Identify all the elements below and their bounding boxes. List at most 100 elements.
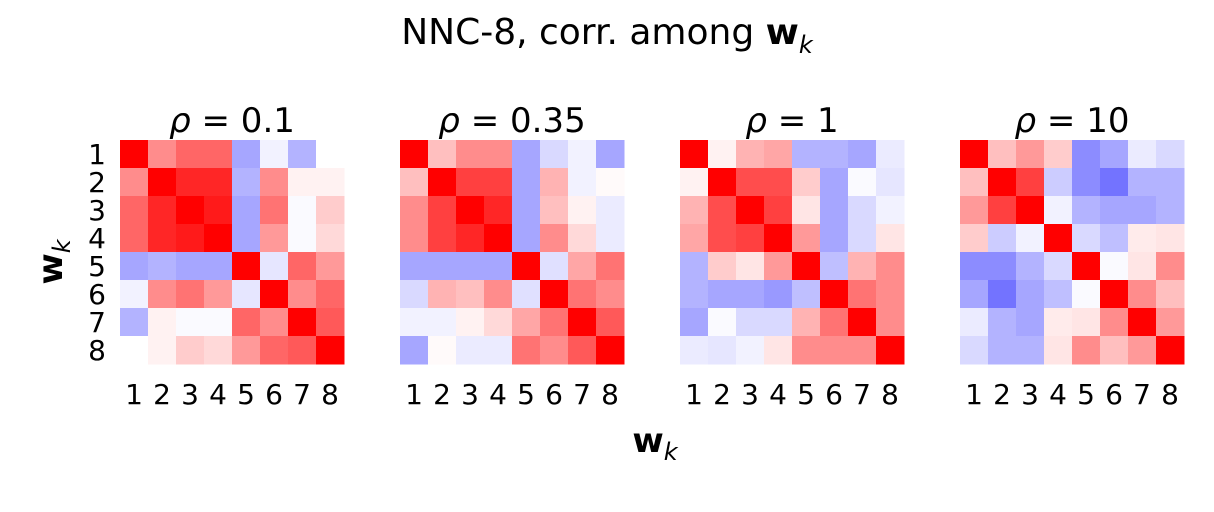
heatmap-cell [988, 224, 1017, 253]
heatmap-cells [960, 140, 1185, 365]
heatmap-cell [316, 252, 345, 281]
heatmap-cell [596, 308, 625, 337]
heatmap-cell [680, 280, 709, 309]
heatmap-cell [1128, 280, 1157, 309]
heatmap-cell [736, 336, 765, 365]
heatmap-cell [736, 252, 765, 281]
figure-title-bold: w [766, 12, 799, 53]
heatmap-cell [1156, 252, 1185, 281]
heatmap-cell [1156, 280, 1185, 309]
heatmap-cell [1016, 140, 1045, 169]
heatmap-cell [400, 140, 429, 169]
panel-title-symbol: ρ [745, 101, 767, 141]
heatmap-cell [260, 336, 289, 365]
heatmap-cell [260, 224, 289, 253]
heatmap-cell [1156, 196, 1185, 225]
y-axis-label-bold: w [31, 253, 71, 284]
heatmap-cell [316, 280, 345, 309]
x-tick-label: 7 [1133, 378, 1151, 411]
x-tick-label: 8 [321, 378, 339, 411]
heatmap-cell [1016, 252, 1045, 281]
heatmap-cell [568, 140, 597, 169]
heatmap-cell [708, 140, 737, 169]
heatmap-cell [540, 140, 569, 169]
y-tick-label: 1 [88, 138, 106, 171]
heatmap-cell [876, 224, 905, 253]
heatmap-cell [1128, 168, 1157, 197]
heatmap-cell [148, 252, 177, 281]
heatmap-cell [820, 336, 849, 365]
heatmap-cell [540, 224, 569, 253]
heatmap-cell [596, 168, 625, 197]
heatmap-cell [1100, 196, 1129, 225]
heatmap-cell [764, 168, 793, 197]
heatmap-cell [708, 336, 737, 365]
heatmap-cell [288, 308, 317, 337]
heatmap-cell [820, 308, 849, 337]
heatmap-cell [960, 224, 989, 253]
x-tick-label: 5 [797, 378, 815, 411]
heatmap-cell [120, 196, 149, 225]
heatmap-cell [260, 168, 289, 197]
heatmap-cell [1044, 196, 1073, 225]
panel-title: ρ = 0.1 [169, 101, 295, 141]
heatmap-cell [1156, 224, 1185, 253]
heatmap-cell [288, 252, 317, 281]
heatmap-cell [456, 280, 485, 309]
heatmap-cell [148, 308, 177, 337]
heatmap-cell [820, 280, 849, 309]
heatmap-cell [288, 336, 317, 365]
heatmap-cell [1044, 252, 1073, 281]
heatmap-cell [512, 252, 541, 281]
heatmap-cell [232, 224, 261, 253]
x-tick-label: 4 [1049, 378, 1067, 411]
heatmap-cell [708, 196, 737, 225]
heatmap-cell [400, 252, 429, 281]
y-tick-label: 2 [88, 166, 106, 199]
heatmap-cell [596, 196, 625, 225]
heatmap-cell [1044, 280, 1073, 309]
heatmap-cell [484, 140, 513, 169]
heatmap-cell [1156, 308, 1185, 337]
heatmap-cell [848, 140, 877, 169]
x-tick-label: 1 [965, 378, 983, 411]
heatmap-cell [1072, 224, 1101, 253]
heatmap-cell [764, 280, 793, 309]
x-axis-label: wk [632, 421, 678, 466]
heatmap-cell [792, 280, 821, 309]
heatmap-cell [456, 252, 485, 281]
heatmap-cell [764, 252, 793, 281]
heatmap-cell [120, 224, 149, 253]
panel-title-symbol: ρ [1015, 101, 1037, 141]
heatmap-cell [1128, 140, 1157, 169]
heatmap-cell [568, 168, 597, 197]
heatmap-cell [148, 196, 177, 225]
x-tick-label: 4 [769, 378, 787, 411]
heatmap-cell [288, 196, 317, 225]
heatmap-cell [232, 280, 261, 309]
heatmap-cell [120, 140, 149, 169]
x-tick-label: 4 [209, 378, 227, 411]
heatmap-cell [204, 280, 233, 309]
heatmap-cell [400, 168, 429, 197]
heatmap-cell [848, 308, 877, 337]
heatmap-cell [400, 196, 429, 225]
x-axis-label-subscript: k [664, 438, 679, 466]
heatmap-cell [848, 336, 877, 365]
heatmap-cell [428, 168, 457, 197]
heatmap-cells [400, 140, 625, 365]
heatmap-cell [316, 196, 345, 225]
heatmap-cell [484, 252, 513, 281]
x-tick-label: 6 [545, 378, 563, 411]
panel-title-symbol: ρ [438, 101, 460, 141]
heatmap-cell [204, 308, 233, 337]
x-tick-label: 3 [741, 378, 759, 411]
heatmap-cell [456, 196, 485, 225]
heatmap-cell [708, 252, 737, 281]
heatmap-cell [708, 224, 737, 253]
heatmap-cell [764, 140, 793, 169]
heatmap-cell [1128, 224, 1157, 253]
y-axis-label-text: wk [31, 238, 76, 284]
heatmap-cell [736, 280, 765, 309]
